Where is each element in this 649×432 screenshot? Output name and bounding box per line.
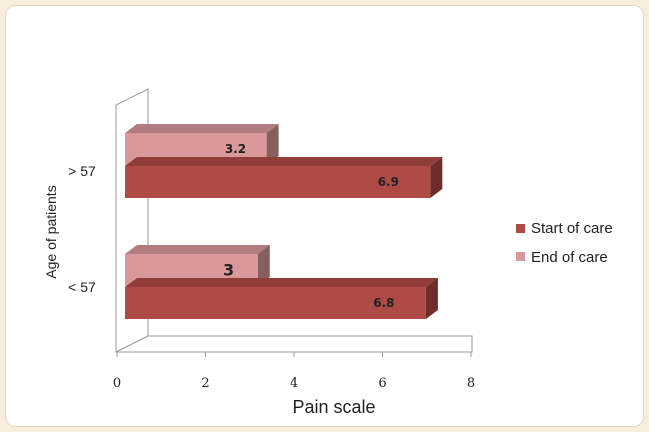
- bar-over57-start-front: [125, 166, 431, 198]
- x-tick-label: 0: [113, 376, 121, 391]
- legend-label-start: Start of care: [531, 220, 613, 237]
- chart-card: [5, 5, 644, 427]
- x-tick-label: 4: [290, 376, 298, 391]
- bar-under57-start-front: [125, 287, 426, 319]
- bar-over57-start-side: [430, 157, 443, 198]
- bar-under57-end-top: [125, 245, 270, 254]
- bar-under57-end-label: 3: [223, 261, 234, 280]
- category-label: > 57: [68, 163, 96, 179]
- bar-over57-end-side: [266, 124, 279, 165]
- bar-over57-end-label: 3.2: [225, 142, 246, 156]
- x-tick-label: 8: [467, 376, 475, 391]
- bar-under57-end-side: [257, 245, 270, 286]
- plot-walls: [115, 88, 473, 353]
- floor: [115, 335, 473, 353]
- y-axis-title: Age of patients: [43, 185, 59, 278]
- x-tick-label: 6: [378, 376, 386, 391]
- bars-layer: 3.2 6.9 3 6.8: [125, 124, 443, 319]
- category-label: < 57: [68, 279, 96, 295]
- bar-over57-start-label: 6.9: [378, 175, 399, 189]
- bar-under57-start: 6.8: [125, 278, 438, 319]
- x-axis-title: Pain scale: [292, 397, 375, 417]
- x-ticks: 0 2 4 6 8: [113, 352, 475, 391]
- bar-over57-end-top: [125, 124, 279, 133]
- legend-swatch-start: [516, 224, 525, 233]
- bar-over57-start-top: [125, 157, 443, 166]
- bar-under57-start-top: [125, 278, 438, 287]
- legend-label-end: End of care: [531, 249, 608, 266]
- bar-under57-start-label: 6.8: [373, 296, 394, 310]
- legend: Start of care End of care: [516, 220, 613, 266]
- bar-over57-start: 6.9: [125, 157, 443, 198]
- legend-swatch-end: [516, 252, 525, 261]
- x-tick-label: 2: [201, 376, 209, 391]
- category-labels: > 57 < 57: [68, 163, 96, 295]
- bar-under57-start-side: [425, 278, 438, 319]
